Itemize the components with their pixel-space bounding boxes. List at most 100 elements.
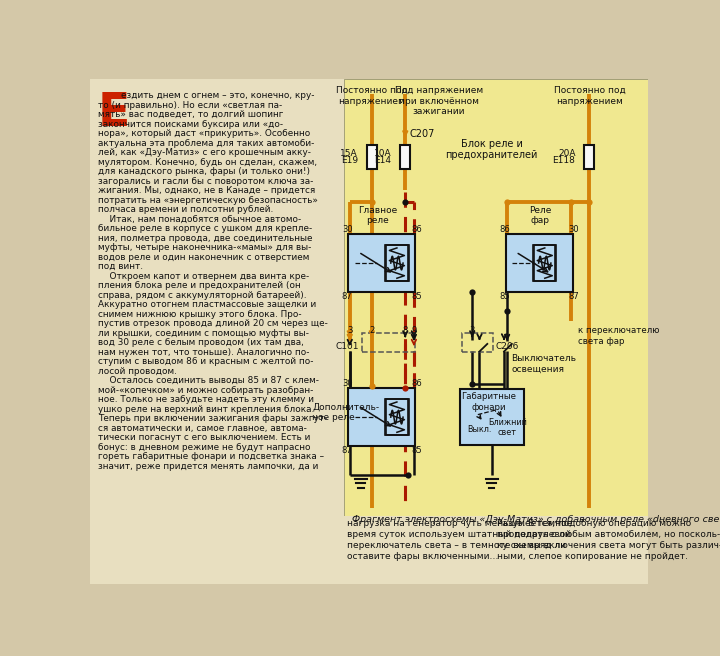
Text: 85: 85	[411, 293, 422, 301]
Bar	[505, 234, 572, 292]
Text: Е: Е	[97, 91, 130, 136]
Text: Откроем капот и отвернем два винта кре-: Откроем капот и отвернем два винта кре-	[99, 272, 310, 281]
Text: 8: 8	[402, 326, 408, 335]
Text: ушко реле на верхний винт крепления блока.: ушко реле на верхний винт крепления блок…	[99, 405, 315, 414]
Text: Осталось соединить выводы 85 и 87 с клем-: Осталось соединить выводы 85 и 87 с клем…	[99, 377, 320, 385]
Text: Разумеется, подобную операцию можно
проделать с любым автомобилем, но посколь-
к: Разумеется, подобную операцию можно прод…	[498, 519, 720, 562]
Text: Теперь при включении зажигания фары зажгут-: Теперь при включении зажигания фары зажг…	[99, 414, 328, 423]
Text: лосой проводом.: лосой проводом.	[99, 367, 177, 376]
Text: 87: 87	[342, 293, 353, 301]
Text: вод 30 реле с белым проводом (их там два,: вод 30 реле с белым проводом (их там два…	[99, 338, 305, 347]
Text: 30: 30	[342, 379, 353, 388]
Bar	[533, 245, 557, 281]
Bar	[400, 145, 410, 169]
Text: 20A: 20A	[558, 149, 575, 158]
Text: мулятором. Конечно, будь он сделан, скажем,: мулятором. Конечно, будь он сделан, скаж…	[99, 158, 318, 167]
Text: мять» вас подведет, то долгий шопинг: мять» вас подведет, то долгий шопинг	[99, 110, 284, 119]
Text: Аккуратно отогнем пластмассовые защелки и: Аккуратно отогнем пластмассовые защелки …	[99, 300, 317, 309]
Text: E19: E19	[341, 156, 358, 165]
Text: C101: C101	[336, 342, 359, 351]
Text: муфты, четыре наконечника-«мамы» для вы-: муфты, четыре наконечника-«мамы» для вы-	[99, 243, 312, 253]
Text: 15A: 15A	[341, 149, 358, 158]
Text: E14: E14	[374, 156, 392, 165]
Text: потратить на «энергетическую безопасность»: потратить на «энергетическую безопасност…	[99, 195, 318, 205]
Text: 10A: 10A	[374, 149, 392, 158]
Text: для канадского рынка, фары (и только они!): для канадского рынка, фары (и только они…	[99, 167, 310, 176]
Text: то (и правильно). Но если «светлая па-: то (и правильно). Но если «светлая па-	[99, 101, 283, 110]
Text: актуальна эта проблема для таких автомоби-: актуальна эта проблема для таких автомоб…	[99, 139, 315, 148]
Text: 86: 86	[499, 225, 510, 234]
Text: тически погаснут с его выключением. Есть и: тически погаснут с его выключением. Есть…	[99, 433, 311, 442]
Bar	[366, 145, 377, 169]
Bar	[534, 245, 555, 281]
Text: жигания. Мы, однако, не в Канаде – придется: жигания. Мы, однако, не в Канаде – приде…	[99, 186, 315, 195]
Text: ния, полметра провода, две соединительные: ния, полметра провода, две соединительны…	[99, 234, 313, 243]
Bar	[348, 234, 415, 292]
Text: E118: E118	[552, 156, 575, 165]
Text: гореть габаритные фонари и подсветка знака –: гореть габаритные фонари и подсветка зна…	[99, 452, 325, 461]
Text: под винт.: под винт.	[99, 262, 143, 272]
Bar	[387, 400, 408, 435]
Text: 85: 85	[411, 447, 422, 455]
Text: пустив отрезок провода длиной 20 см через ще-: пустив отрезок провода длиной 20 см чере…	[99, 319, 328, 328]
Text: 87: 87	[568, 293, 579, 301]
Text: 86: 86	[411, 225, 422, 234]
Text: Выключатель
освещения: Выключатель освещения	[511, 354, 576, 374]
Bar	[348, 388, 415, 446]
Bar	[387, 245, 408, 281]
Bar	[459, 390, 524, 445]
Text: 86: 86	[411, 379, 422, 388]
Text: Фрагмент электросхемы «Дэу-Матиз» с добавочным реле «dневного света».: Фрагмент электросхемы «Дэу-Матиз» с доба…	[352, 515, 720, 523]
Bar	[462, 333, 493, 352]
Text: Выкл.: Выкл.	[467, 425, 492, 434]
Text: Итак, нам понадобятся обычное автомо-: Итак, нам понадобятся обычное автомо-	[99, 215, 302, 224]
Text: мой-«копечком» и можно собирать разобран-: мой-«копечком» и можно собирать разобран…	[99, 386, 314, 395]
Text: справа, рядом с аккумуляторной батареей).: справа, рядом с аккумуляторной батареей)…	[99, 291, 307, 300]
Text: бонус: в дневном режиме не будут напрасно: бонус: в дневном режиме не будут напрасн…	[99, 443, 311, 452]
Text: водов реле и один наконечник с отверстием: водов реле и один наконечник с отверстие…	[99, 253, 310, 262]
Text: ное. Только не забудьте надеть эту клемму и: ное. Только не забудьте надеть эту клемм…	[99, 395, 315, 404]
Text: 3: 3	[347, 326, 352, 335]
Text: 3: 3	[469, 326, 475, 335]
Text: ли крышки, соединим с помощью муфты вы-: ли крышки, соединим с помощью муфты вы-	[99, 329, 310, 338]
Text: Постоянно под
напряжением: Постоянно под напряжением	[336, 87, 408, 106]
Bar	[585, 145, 595, 169]
Text: полчаса времени и полсотни рублей.: полчаса времени и полсотни рублей.	[99, 205, 274, 215]
Bar	[344, 79, 648, 516]
Text: ступим с выводом 86 и красным с желтой по-: ступим с выводом 86 и красным с желтой п…	[99, 358, 314, 366]
Text: Ближний
свет: Ближний свет	[488, 418, 527, 437]
Text: значит, реже придется менять лампочки, да и: значит, реже придется менять лампочки, д…	[99, 462, 319, 471]
Text: Постоянно под
напряжением: Постоянно под напряжением	[554, 87, 625, 106]
Text: лей, как «Дэу-Матиз» с его крошечным акку-: лей, как «Дэу-Матиз» с его крошечным акк…	[99, 148, 311, 157]
Bar	[361, 333, 415, 352]
Text: закончится поисками буксира или «до-: закончится поисками буксира или «до-	[99, 120, 284, 129]
Text: к переключателю
света фар: к переключателю света фар	[578, 326, 660, 346]
Text: 85: 85	[499, 293, 510, 301]
Bar	[90, 516, 648, 584]
Text: снимем нижнюю крышку этого блока. Про-: снимем нижнюю крышку этого блока. Про-	[99, 310, 302, 319]
Text: 9: 9	[411, 326, 417, 335]
Text: C206: C206	[495, 342, 519, 351]
Text: ездить днем с огнем – это, конечно, кру-: ездить днем с огнем – это, конечно, кру-	[121, 91, 314, 100]
Text: 30: 30	[569, 225, 579, 234]
Text: 2: 2	[369, 326, 374, 335]
Text: Под напряжением
при включённом
зажигании: Под напряжением при включённом зажигании	[395, 87, 483, 116]
Text: Реле
фар: Реле фар	[529, 206, 552, 225]
Text: ся автоматически и, самое главное, автома-: ся автоматически и, самое главное, автом…	[99, 424, 307, 433]
Bar	[90, 79, 347, 516]
Text: C207: C207	[410, 129, 435, 139]
Text: бильное реле в корпусе с ушком для крепле-: бильное реле в корпусе с ушком для крепл…	[99, 224, 312, 234]
Text: нора», который даст «прикурить». Особенно: нора», который даст «прикурить». Особенн…	[99, 129, 310, 138]
Text: нам нужен тот, что тоньше). Аналогично по-: нам нужен тот, что тоньше). Аналогично п…	[99, 348, 310, 357]
Text: 30: 30	[342, 225, 353, 234]
Text: пления блока реле и предохранителей (он: пления блока реле и предохранителей (он	[99, 281, 301, 290]
Bar	[385, 245, 409, 281]
Text: Главное
реле: Главное реле	[359, 206, 397, 225]
Text: 87: 87	[342, 447, 353, 455]
Bar	[385, 400, 409, 435]
Text: нагрузка на генератор чуть меньше. В темное
время суток используем штатный подру: нагрузка на генератор чуть меньше. В тем…	[347, 519, 572, 562]
Text: Блок реле и
предохранителей: Блок реле и предохранителей	[446, 138, 538, 160]
Text: Дополнитель-
ное реле: Дополнитель- ное реле	[312, 402, 379, 422]
Text: загорались и гасли бы с поворотом ключа за-: загорались и гасли бы с поворотом ключа …	[99, 177, 314, 186]
Text: Габаритные
фонари: Габаритные фонари	[462, 392, 516, 412]
